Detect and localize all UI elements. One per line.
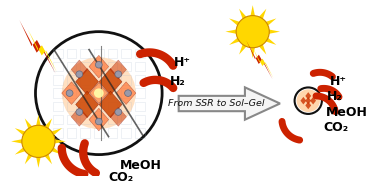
Polygon shape: [42, 151, 52, 164]
Polygon shape: [250, 5, 256, 19]
Text: MeOH: MeOH: [326, 105, 368, 119]
Text: H⁺: H⁺: [174, 56, 191, 69]
Polygon shape: [48, 128, 62, 137]
Text: H₂: H₂: [327, 90, 342, 103]
Polygon shape: [170, 85, 176, 91]
Polygon shape: [71, 107, 87, 126]
Polygon shape: [59, 144, 65, 149]
Circle shape: [62, 57, 136, 129]
Polygon shape: [246, 40, 273, 79]
Circle shape: [95, 61, 102, 68]
Polygon shape: [51, 139, 66, 144]
Polygon shape: [19, 20, 56, 74]
Circle shape: [76, 109, 83, 115]
Polygon shape: [330, 74, 335, 79]
Circle shape: [22, 125, 55, 157]
Polygon shape: [332, 110, 338, 115]
Circle shape: [66, 90, 73, 96]
Polygon shape: [250, 44, 256, 58]
Text: MeOH: MeOH: [120, 159, 162, 172]
Polygon shape: [15, 128, 29, 137]
Polygon shape: [36, 154, 41, 168]
Circle shape: [236, 16, 269, 48]
Polygon shape: [257, 9, 266, 22]
Polygon shape: [305, 97, 311, 105]
Circle shape: [95, 118, 102, 125]
Polygon shape: [71, 60, 87, 79]
Polygon shape: [48, 145, 62, 155]
Polygon shape: [110, 60, 127, 79]
Polygon shape: [262, 36, 276, 45]
Polygon shape: [310, 97, 316, 105]
Text: H₂: H₂: [170, 75, 186, 88]
Polygon shape: [76, 68, 99, 95]
Polygon shape: [266, 29, 280, 34]
Polygon shape: [301, 97, 306, 105]
Polygon shape: [62, 82, 81, 105]
Polygon shape: [25, 151, 34, 164]
Polygon shape: [262, 18, 276, 28]
Text: CO₂: CO₂: [324, 121, 349, 134]
Polygon shape: [36, 115, 41, 129]
Polygon shape: [336, 95, 341, 100]
Text: From SSR to Sol–Gel: From SSR to Sol–Gel: [169, 99, 265, 108]
Polygon shape: [305, 102, 311, 109]
Polygon shape: [116, 82, 136, 105]
Circle shape: [94, 88, 104, 98]
Polygon shape: [110, 107, 127, 126]
Polygon shape: [229, 36, 243, 45]
Circle shape: [125, 90, 132, 96]
Text: CO₂: CO₂: [108, 171, 134, 184]
Circle shape: [115, 109, 122, 115]
Polygon shape: [229, 18, 243, 28]
Polygon shape: [15, 145, 29, 155]
Polygon shape: [42, 118, 52, 132]
Polygon shape: [170, 63, 175, 69]
Text: H⁺: H⁺: [330, 75, 347, 88]
Polygon shape: [99, 68, 122, 95]
Polygon shape: [257, 41, 266, 55]
Circle shape: [76, 71, 83, 78]
Polygon shape: [28, 29, 57, 72]
Polygon shape: [11, 139, 25, 144]
Polygon shape: [252, 47, 274, 78]
Polygon shape: [89, 55, 108, 78]
Polygon shape: [239, 41, 249, 55]
Circle shape: [297, 89, 320, 112]
Polygon shape: [225, 29, 240, 34]
Circle shape: [115, 71, 122, 78]
Polygon shape: [76, 91, 99, 118]
Polygon shape: [81, 139, 87, 145]
Polygon shape: [89, 108, 108, 131]
Polygon shape: [239, 9, 249, 22]
Polygon shape: [90, 83, 108, 104]
Polygon shape: [25, 118, 34, 132]
Polygon shape: [179, 87, 280, 120]
Polygon shape: [99, 91, 122, 118]
Polygon shape: [279, 118, 285, 123]
Polygon shape: [305, 92, 311, 100]
